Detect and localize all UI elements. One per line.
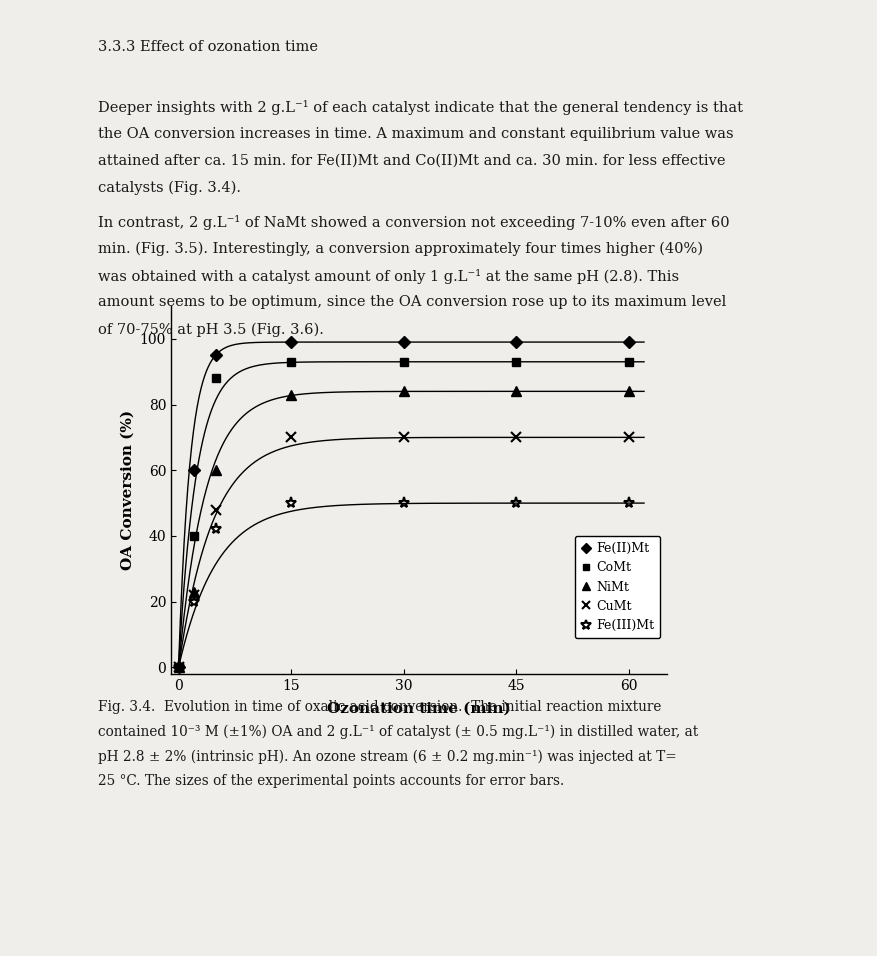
Text: Fig. 3.4.  Evolution in time of oxalic acid conversion.  The initial reaction mi: Fig. 3.4. Evolution in time of oxalic ac… (98, 700, 661, 714)
Text: was obtained with a catalyst amount of only 1 g.L⁻¹ at the same pH (2.8). This: was obtained with a catalyst amount of o… (98, 269, 680, 284)
Text: attained after ca. 15 min. for Fe(II)Mt and Co(II)Mt and ca. 30 min. for less ef: attained after ca. 15 min. for Fe(II)Mt … (98, 154, 726, 168)
Text: amount seems to be optimum, since the OA conversion rose up to its maximum level: amount seems to be optimum, since the OA… (98, 295, 726, 310)
Text: the OA conversion increases in time. A maximum and constant equilibrium value wa: the OA conversion increases in time. A m… (98, 127, 734, 141)
Text: contained 10⁻³ M (±1%) OA and 2 g.L⁻¹ of catalyst (± 0.5 mg.L⁻¹) in distilled wa: contained 10⁻³ M (±1%) OA and 2 g.L⁻¹ of… (98, 725, 698, 739)
Text: In contrast, 2 g.L⁻¹ of NaMt showed a conversion not exceeding 7-10% even after : In contrast, 2 g.L⁻¹ of NaMt showed a co… (98, 215, 730, 230)
Legend: Fe(II)Mt, CoMt, NiMt, CuMt, Fe(III)Mt: Fe(II)Mt, CoMt, NiMt, CuMt, Fe(III)Mt (574, 535, 660, 639)
Text: Deeper insights with 2 g.L⁻¹ of each catalyst indicate that the general tendency: Deeper insights with 2 g.L⁻¹ of each cat… (98, 100, 743, 116)
Text: of 70-75% at pH 3.5 (Fig. 3.6).: of 70-75% at pH 3.5 (Fig. 3.6). (98, 322, 324, 337)
Y-axis label: OA Conversion (%): OA Conversion (%) (120, 410, 134, 570)
Text: catalysts (Fig. 3.4).: catalysts (Fig. 3.4). (98, 181, 241, 195)
X-axis label: Ozonation time (min): Ozonation time (min) (327, 701, 510, 715)
Text: 3.3.3 Effect of ozonation time: 3.3.3 Effect of ozonation time (98, 40, 318, 54)
Text: pH 2.8 ± 2% (intrinsic pH). An ozone stream (6 ± 0.2 mg.min⁻¹) was injected at T: pH 2.8 ± 2% (intrinsic pH). An ozone str… (98, 750, 677, 764)
Text: min. (Fig. 3.5). Interestingly, a conversion approximately four times higher (40: min. (Fig. 3.5). Interestingly, a conver… (98, 242, 703, 256)
Text: 25 °C. The sizes of the experimental points accounts for error bars.: 25 °C. The sizes of the experimental poi… (98, 774, 565, 789)
